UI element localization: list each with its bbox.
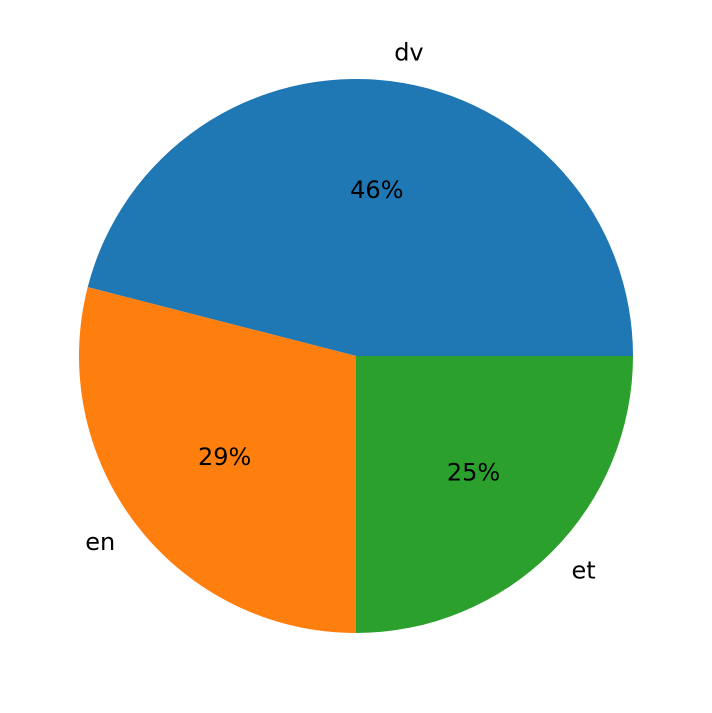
value-label: 46% [350,176,403,204]
slice-label: dv [394,39,423,67]
pie-slice [87,79,634,356]
slice-label: et [571,556,595,584]
pie-slice [356,356,633,633]
value-label: 25% [447,459,500,487]
pie-slice [79,287,357,633]
slice-label: en [85,528,115,556]
value-label: 29% [198,443,251,471]
